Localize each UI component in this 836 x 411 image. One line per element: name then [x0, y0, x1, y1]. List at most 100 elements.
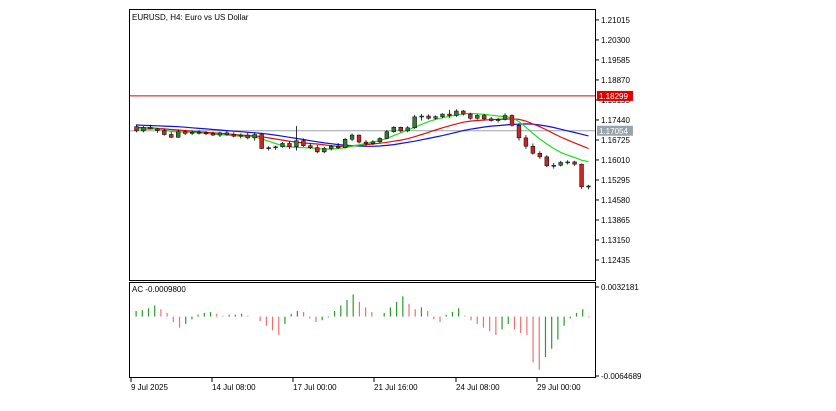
candle — [182, 130, 188, 136]
candle — [141, 126, 146, 133]
candle — [245, 132, 250, 140]
candle — [335, 142, 341, 150]
candle-body — [210, 133, 216, 136]
candle-body — [363, 141, 369, 144]
candle-body — [349, 134, 355, 140]
price-tick-label: 1.15295 — [601, 176, 630, 185]
candle — [586, 184, 591, 190]
candle — [155, 128, 160, 133]
candle — [530, 143, 536, 155]
candle-body — [419, 115, 424, 118]
candle-body — [238, 134, 243, 137]
candle — [502, 113, 508, 121]
time-tick-label: 24 Jul 08:00 — [456, 383, 500, 392]
current-price-label: 1.17054 — [599, 127, 628, 136]
price-tick-label: 1.12435 — [601, 256, 630, 265]
candle — [509, 114, 515, 127]
candle-body — [356, 134, 362, 143]
price-tick-label: 1.20300 — [601, 36, 630, 45]
candle — [273, 145, 278, 150]
candle — [280, 142, 285, 148]
candle — [210, 131, 216, 136]
candle — [447, 109, 452, 118]
candle — [308, 143, 313, 150]
candle-body — [495, 119, 501, 121]
candle — [544, 155, 549, 168]
candle-body — [301, 140, 306, 146]
candle-body — [551, 165, 556, 167]
candle — [224, 131, 230, 136]
candle-body — [329, 146, 334, 149]
candle-body — [530, 146, 536, 154]
candle — [475, 114, 480, 120]
time-tick-label: 29 Jul 00:00 — [537, 383, 581, 392]
price-scale: 1.210151.203001.195851.188701.181551.174… — [595, 16, 630, 265]
candle-body — [308, 145, 313, 148]
candle — [356, 134, 362, 144]
candle — [523, 135, 529, 150]
price-tick-label: 1.21015 — [601, 16, 630, 25]
price-tick-label: 1.16010 — [601, 156, 630, 165]
price-tick-label: 1.14580 — [601, 196, 630, 205]
candle — [384, 130, 390, 140]
candle-body — [461, 110, 466, 115]
candle-body — [273, 146, 278, 149]
candle — [217, 131, 223, 138]
candle — [377, 137, 383, 144]
time-tick-label: 21 Jul 16:00 — [374, 383, 418, 392]
candle-body — [440, 113, 445, 117]
horizontal-line-label: 1.18299 — [599, 92, 628, 101]
candle — [196, 130, 202, 135]
candle — [398, 126, 403, 133]
candle — [252, 132, 257, 141]
time-tick-label: 17 Jul 00:00 — [293, 383, 337, 392]
candle-body — [266, 147, 271, 149]
candle-body — [586, 185, 591, 188]
candle — [301, 138, 306, 147]
candle — [579, 163, 584, 189]
candle-body — [523, 137, 529, 147]
candle — [516, 123, 522, 141]
candle-body — [579, 163, 584, 188]
indicator-scale-top: 0.0032181 — [601, 283, 639, 292]
candle — [495, 117, 501, 123]
candle-body — [544, 156, 549, 167]
candle — [405, 126, 410, 133]
price-plot — [130, 95, 595, 190]
candle-body — [516, 125, 522, 139]
current-price-label-box: 1.17054 — [597, 125, 633, 136]
candle — [329, 144, 334, 151]
candle — [162, 128, 167, 136]
candle-body — [335, 146, 341, 148]
candle — [231, 132, 237, 138]
indicator-scale: 0.0032181 -0.0064689 — [595, 283, 642, 381]
candle-body — [252, 134, 257, 139]
candle-body — [196, 132, 202, 134]
candle — [537, 151, 543, 159]
candle-body — [217, 132, 223, 136]
candle — [189, 130, 195, 136]
indicator-label: AC -0.0009800 — [132, 285, 186, 294]
price-tick-label: 1.13150 — [601, 236, 630, 245]
candle-body — [405, 127, 410, 132]
candle-body — [280, 143, 285, 148]
candle-body — [259, 134, 264, 149]
candle-body — [537, 153, 543, 158]
candle — [363, 140, 369, 146]
candle-body — [315, 147, 320, 153]
candle — [482, 113, 487, 121]
candle — [488, 116, 494, 122]
candle-body — [391, 126, 396, 132]
candle — [266, 146, 271, 151]
price-tick-label: 1.19585 — [601, 56, 630, 65]
candle-body — [203, 132, 209, 135]
candle-body — [189, 132, 195, 134]
candle-body — [572, 161, 577, 165]
candle-body — [224, 132, 230, 135]
candle — [349, 133, 355, 142]
candle-body — [370, 141, 376, 144]
candle-body — [398, 126, 403, 132]
candle — [176, 129, 181, 138]
ac-histogram — [135, 294, 590, 370]
